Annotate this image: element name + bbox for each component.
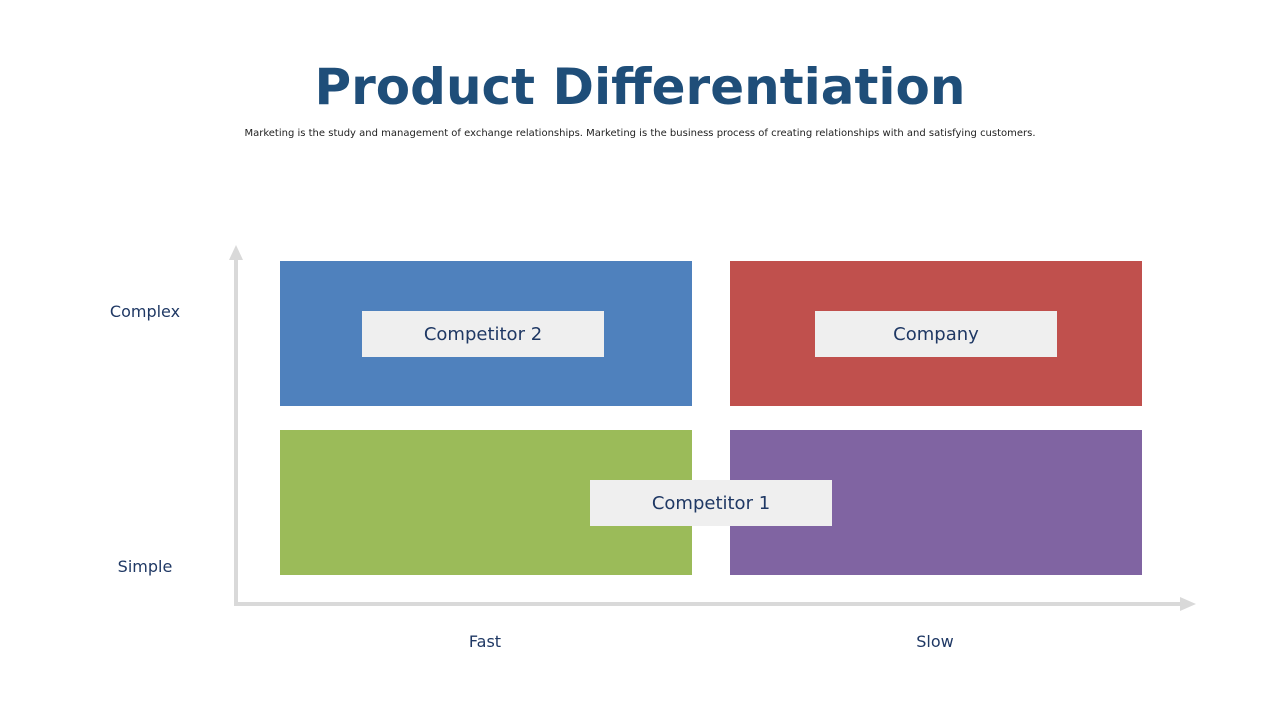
label: Company (815, 311, 1057, 357)
label: Competitor 2 (362, 311, 604, 357)
axis-label: Complex (109, 302, 181, 321)
subtitle: Marketing is the study and management of… (244, 128, 1036, 139)
label: Competitor 1 (590, 480, 832, 526)
title: Product Differentiation (314, 58, 966, 116)
axis-label: Fast (468, 632, 502, 651)
axis-label: Simple (117, 557, 173, 576)
axis-label: Slow (916, 632, 954, 651)
